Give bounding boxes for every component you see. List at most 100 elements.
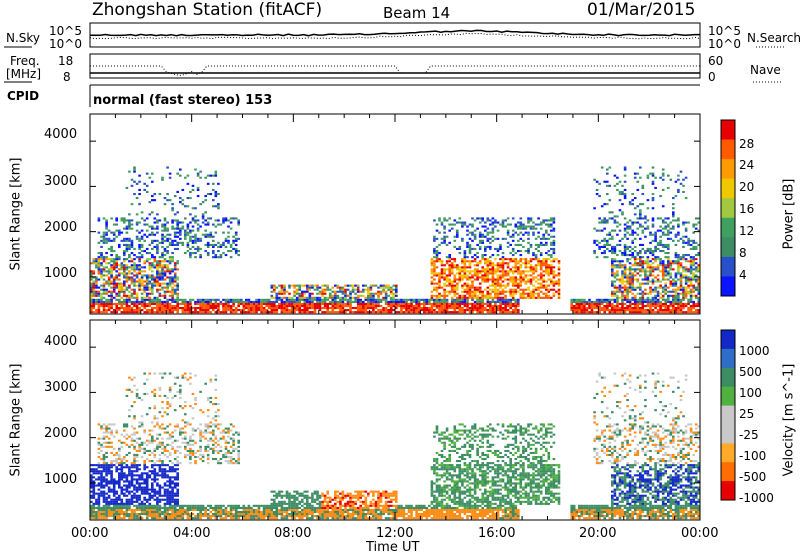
range-gate-cell xyxy=(527,252,530,254)
range-gate-cell xyxy=(601,240,604,242)
range-gate-cell xyxy=(278,307,281,309)
range-gate-cell xyxy=(174,266,177,268)
range-gate-cell xyxy=(273,309,276,311)
range-gate-cell xyxy=(481,217,484,219)
range-gate-cell xyxy=(182,311,185,313)
range-gate-cell xyxy=(395,293,398,295)
range-gate-cell xyxy=(128,295,131,297)
range-gate-cell xyxy=(553,236,556,238)
range-gate-cell xyxy=(339,311,342,313)
range-gate-cell xyxy=(649,274,652,276)
range-gate-cell xyxy=(95,493,98,495)
range-gate-cell xyxy=(207,183,210,185)
range-gate-cell xyxy=(133,181,136,183)
range-gate-cell xyxy=(448,217,451,219)
range-gate-cell xyxy=(431,309,434,311)
range-gate-cell xyxy=(273,285,276,287)
range-gate-cell xyxy=(438,244,441,246)
range-gate-cell xyxy=(141,493,144,495)
range-gate-cell xyxy=(217,250,220,252)
range-gate-cell xyxy=(100,274,103,276)
range-gate-cell xyxy=(136,480,139,482)
range-gate-cell xyxy=(192,219,195,221)
range-gate-cell xyxy=(176,307,179,309)
range-gate-cell xyxy=(93,493,96,495)
range-gate-cell xyxy=(248,311,251,313)
range-gate-cell xyxy=(192,185,195,187)
range-gate-cell xyxy=(136,230,139,232)
range-gate-cell xyxy=(105,468,108,470)
range-gate-cell xyxy=(118,485,121,487)
range-gate-cell xyxy=(558,285,561,287)
range-gate-cell xyxy=(174,195,177,197)
range-gate-cell xyxy=(108,423,111,425)
range-gate-cell xyxy=(497,281,500,283)
range-gate-cell xyxy=(512,309,515,311)
range-gate-cell xyxy=(436,295,439,297)
range-gate-cell xyxy=(664,283,667,285)
range-gate-cell xyxy=(614,295,617,297)
range-gate-cell xyxy=(357,297,360,299)
range-gate-cell xyxy=(499,305,502,307)
range-gate-cell xyxy=(248,307,251,309)
range-gate-cell xyxy=(512,272,515,274)
range-gate-cell xyxy=(359,305,362,307)
range-gate-cell xyxy=(161,264,164,266)
range-gate-cell xyxy=(614,276,617,278)
range-gate-cell xyxy=(98,509,101,511)
range-gate-cell xyxy=(685,254,688,256)
range-gate-cell xyxy=(146,493,149,495)
range-gate-cell xyxy=(550,272,553,274)
range-gate-cell xyxy=(115,511,118,513)
range-gate-cell xyxy=(469,232,472,234)
range-gate-cell xyxy=(644,293,647,295)
range-gate-cell xyxy=(527,226,530,228)
range-gate-cell xyxy=(469,285,472,287)
range-gate-cell xyxy=(446,307,449,309)
range-gate-cell xyxy=(428,307,431,309)
range-gate-cell xyxy=(126,240,129,242)
range-gate-cell xyxy=(103,513,106,515)
range-gate-cell xyxy=(680,305,683,307)
range-gate-cell xyxy=(133,487,136,489)
range-gate-cell xyxy=(624,276,627,278)
range-gate-cell xyxy=(103,460,106,462)
range-gate-cell xyxy=(123,250,126,252)
range-gate-cell xyxy=(136,264,139,266)
range-gate-cell xyxy=(151,283,154,285)
range-gate-cell xyxy=(207,303,210,305)
range-gate-cell xyxy=(100,507,103,509)
range-gate-cell xyxy=(476,287,479,289)
range-gate-cell xyxy=(329,293,332,295)
range-gate-cell xyxy=(161,287,164,289)
range-gate-cell xyxy=(141,276,144,278)
range-gate-cell xyxy=(654,297,657,299)
range-gate-cell xyxy=(149,305,152,307)
range-gate-cell xyxy=(105,509,108,511)
range-gate-cell xyxy=(110,434,113,436)
range-gate-cell xyxy=(174,293,177,295)
range-gate-cell xyxy=(298,287,301,289)
range-gate-cell xyxy=(624,264,627,266)
range-gate-cell xyxy=(596,244,599,246)
range-gate-cell xyxy=(105,462,108,464)
range-gate-cell xyxy=(446,279,449,281)
range-gate-cell xyxy=(131,244,134,246)
range-gate-cell xyxy=(680,309,683,311)
range-gate-cell xyxy=(187,226,190,228)
range-gate-cell xyxy=(332,307,335,309)
range-gate-cell xyxy=(113,491,116,493)
range-gate-cell xyxy=(647,297,650,299)
range-gate-cell xyxy=(685,260,688,262)
range-gate-cell xyxy=(479,307,482,309)
range-gate-cell xyxy=(118,256,121,258)
range-gate-cell xyxy=(436,266,439,268)
range-gate-cell xyxy=(115,462,118,464)
range-gate-cell xyxy=(166,283,169,285)
range-gate-cell xyxy=(115,499,118,501)
range-gate-cell xyxy=(624,289,627,291)
range-gate-cell xyxy=(527,242,530,244)
range-gate-cell xyxy=(141,476,144,478)
range-gate-cell xyxy=(629,266,632,268)
